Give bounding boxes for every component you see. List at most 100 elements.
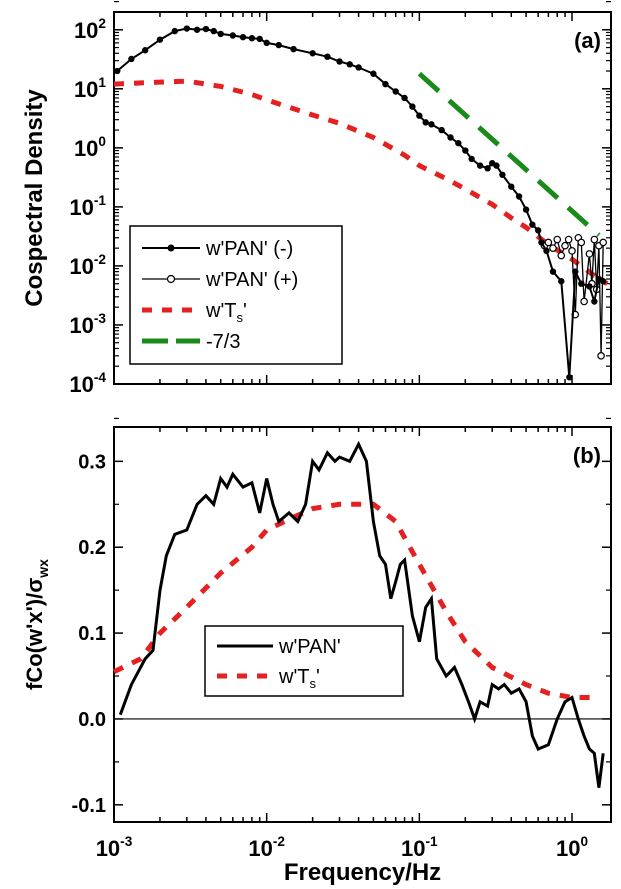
data-point-pan-neg [256,35,263,43]
x-tick-label: 10-2 [248,834,285,861]
data-point-pan-neg [392,88,399,95]
y-tick-label: 100 [74,134,106,161]
data-point-pan-neg [355,64,362,71]
y-tick-label: 0.3 [78,451,106,473]
data-point-pan-neg [572,268,579,275]
legend-marker-pan-neg [167,244,175,252]
data-point-pan-neg [591,298,598,305]
data-point-pan-neg [336,58,343,65]
data-point-pan-neg [599,278,607,285]
legend-b-label: w'Ts' [278,666,320,691]
data-point-pan-neg [275,41,282,49]
y-tick-label: 0.1 [78,623,106,645]
data-point-pan-neg [578,280,585,287]
panel-a-frame [113,11,612,385]
x-axis-label: Frequency/Hz [284,859,441,886]
panel-b: 10-3 10-2 10-1 100 -0.1 0.0 0.1 0.2 0.3 fCo(w'x')… [22,417,612,886]
data-point-pan-pos [549,244,557,252]
data-point-pan-neg [128,55,135,63]
data-point-pan-neg [193,26,201,33]
data-point-pan-pos [544,238,553,247]
data-point-pan-pos [568,247,576,255]
data-point-pan-neg [239,33,247,41]
data-point-pan-neg [141,47,149,54]
legend-a-label: w'PAN' (-) [205,238,293,260]
data-point-pan-pos [561,241,569,250]
legend-b-box [204,625,404,697]
data-point-pan-neg [549,268,557,275]
data-point-pan-pos [577,238,586,247]
data-point-pan-neg [416,112,423,119]
data-point-pan-pos [599,238,607,247]
panel-b-frame [113,426,612,823]
data-point-pan-neg [468,155,475,163]
y-tick-label: 10-4 [69,370,106,397]
data-point-pan-neg [476,162,484,169]
series-line-slope [417,71,601,238]
data-point-pan-neg [229,32,237,39]
y-tick-label: -0.1 [72,795,106,817]
data-point-pan-neg [566,374,573,381]
data-point-pan-neg [210,27,217,35]
x-tick-label: 10-3 [96,834,133,861]
panel-label-a: (a) [574,28,601,53]
data-point-pan-neg [493,162,500,169]
legend-b-label: w'PAN' [278,636,341,658]
data-point-pan-neg [409,103,416,110]
data-point-pan-neg [202,25,210,33]
data-point-pan-neg [534,227,542,234]
data-point-pan-neg [401,94,408,102]
data-point-pan-neg [183,25,191,32]
y-axis-label-a: Cospectral Density [21,89,48,307]
data-point-pan-neg [508,183,515,190]
data-point-pan-neg [455,139,462,147]
data-point-pan-neg [370,70,377,77]
data-point-pan-neg [484,165,491,172]
data-point-pan-neg [538,239,545,246]
data-point-pan-neg [586,283,593,290]
data-point-pan-neg [309,50,316,57]
data-point-pan-neg [290,45,297,53]
y-tick-label: 10-3 [69,311,106,338]
data-point-pan-pos [553,235,562,244]
data-point-pan-neg [447,134,454,141]
data-point-pan-neg [346,61,353,68]
data-point-pan-neg [114,67,121,75]
data-point-pan-neg [529,221,536,228]
y-tick-label: 102 [74,16,106,43]
panel-label-b: (b) [573,443,601,468]
y-tick-label: 101 [74,75,106,102]
data-point-pan-pos [585,250,594,258]
data-point-pan-neg [263,39,270,47]
data-point-pan-neg [217,30,224,38]
panel-a: 10-4 10-3 10-2 10-1 100 101 102 Cospectral Dens… [21,1,612,397]
data-point-pan-neg [558,278,565,285]
data-point-pan-pos [580,297,588,306]
data-point-pan-neg [462,147,469,154]
data-point-pan-neg [248,34,256,42]
y-tick-label: 0.2 [78,537,106,559]
data-point-pan-neg [324,53,331,60]
data-point-pan-neg [543,247,550,255]
data-point-pan-neg [382,80,389,88]
data-point-pan-pos [564,235,573,244]
data-point-pan-neg [522,206,530,213]
x-tick-label: 10-1 [401,834,438,861]
data-point-pan-pos [590,235,599,244]
series-line-wts-b [112,501,599,700]
legend-a-label: w'PAN' (+) [205,269,298,291]
data-point-pan-pos [557,251,566,260]
data-point-pan-neg [156,36,164,43]
x-tick-label: 100 [556,834,588,861]
data-point-pan-neg [515,193,523,200]
data-point-pan-neg [171,27,178,35]
legend-marker-pan-pos [166,274,176,284]
legend-a-label: -7/3 [206,331,240,353]
y-axis-label-b: fCo(w'x')/σwx [22,559,51,690]
data-point-pan-neg [422,119,429,126]
y-tick-label: 0.0 [78,709,106,731]
legend-a-label: w'Ts' [205,300,247,325]
data-point-pan-neg [438,126,445,134]
series-line-pan-b [118,440,605,788]
